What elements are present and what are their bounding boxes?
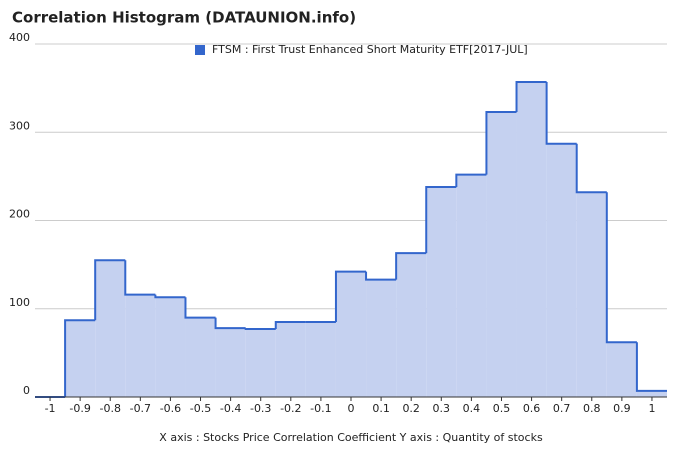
bar-outline: [455, 173, 487, 187]
bar: [95, 260, 126, 397]
x-tick-label: 1: [648, 402, 655, 415]
bar: [215, 328, 246, 397]
bar-outline: [395, 252, 427, 280]
bar: [335, 271, 367, 397]
bar: [546, 143, 577, 397]
bar-outline: [334, 270, 367, 322]
x-tick-label: -0.5: [190, 402, 211, 415]
bar-outline: [64, 319, 96, 397]
x-tick-label: 0.6: [523, 402, 541, 415]
bar-outline: [545, 81, 577, 145]
x-axis-label: X axis : Stocks Price Correlation Coeffi…: [159, 431, 543, 444]
bar: [486, 111, 517, 397]
bar-outline: [274, 320, 306, 330]
x-tick-label: 0.7: [553, 402, 571, 415]
bar-outline: [425, 185, 457, 254]
bar: [456, 174, 487, 397]
bar: [516, 81, 547, 397]
legend-label: FTSM : First Trust Enhanced Short Maturi…: [212, 43, 528, 56]
bar-outline: [575, 143, 607, 194]
bar: [366, 279, 397, 397]
x-tick-label: 0.1: [372, 402, 390, 415]
x-tick-label: -0.3: [250, 402, 271, 415]
bar-outline: [244, 328, 276, 331]
bar: [426, 186, 457, 397]
bar-outline: [184, 297, 216, 319]
chart-title: Correlation Histogram (DATAUNION.info): [12, 9, 356, 27]
y-tick-label: 100: [9, 296, 30, 309]
bar: [65, 320, 96, 397]
bar: [606, 342, 637, 397]
x-tick-label: -0.1: [310, 402, 331, 415]
y-tick-label: 0: [23, 384, 30, 397]
bar-outline: [485, 110, 517, 175]
bar: [305, 321, 336, 397]
bar-outline: [154, 294, 186, 299]
x-tick-label: -0.8: [100, 402, 121, 415]
y-tick-label: 300: [9, 119, 30, 132]
x-tick-label: -0.2: [280, 402, 301, 415]
bar: [576, 192, 607, 397]
x-tick-label: -1: [45, 402, 56, 415]
bar: [125, 294, 156, 397]
bar-outline: [94, 259, 126, 321]
bar: [185, 317, 216, 397]
bar-outline: [515, 80, 547, 112]
bar: [396, 253, 427, 397]
bar-outline: [635, 342, 667, 392]
bar-outline: [124, 260, 156, 296]
x-tick-label: 0.9: [613, 402, 631, 415]
x-tick-label: 0.3: [433, 402, 451, 415]
bar: [155, 297, 186, 397]
x-tick-label: -0.9: [69, 402, 90, 415]
x-tick-label: 0.5: [493, 402, 511, 415]
bar-outline: [365, 271, 397, 281]
legend-swatch: [195, 45, 205, 55]
x-tick-label: -0.6: [160, 402, 181, 415]
x-tick-label: 0.4: [463, 402, 481, 415]
x-tick-label: 0.2: [402, 402, 420, 415]
y-tick-label: 400: [9, 31, 30, 44]
x-tick-label: 0: [348, 402, 355, 415]
x-tick-label: -0.7: [130, 402, 151, 415]
x-tick-label: -0.4: [220, 402, 241, 415]
y-tick-label: 200: [9, 208, 30, 221]
bar-outline: [605, 192, 637, 344]
x-tick-label: 0.8: [583, 402, 601, 415]
bar: [245, 329, 276, 397]
bar: [636, 390, 667, 397]
bar: [275, 321, 306, 397]
bar-outline: [214, 317, 246, 330]
